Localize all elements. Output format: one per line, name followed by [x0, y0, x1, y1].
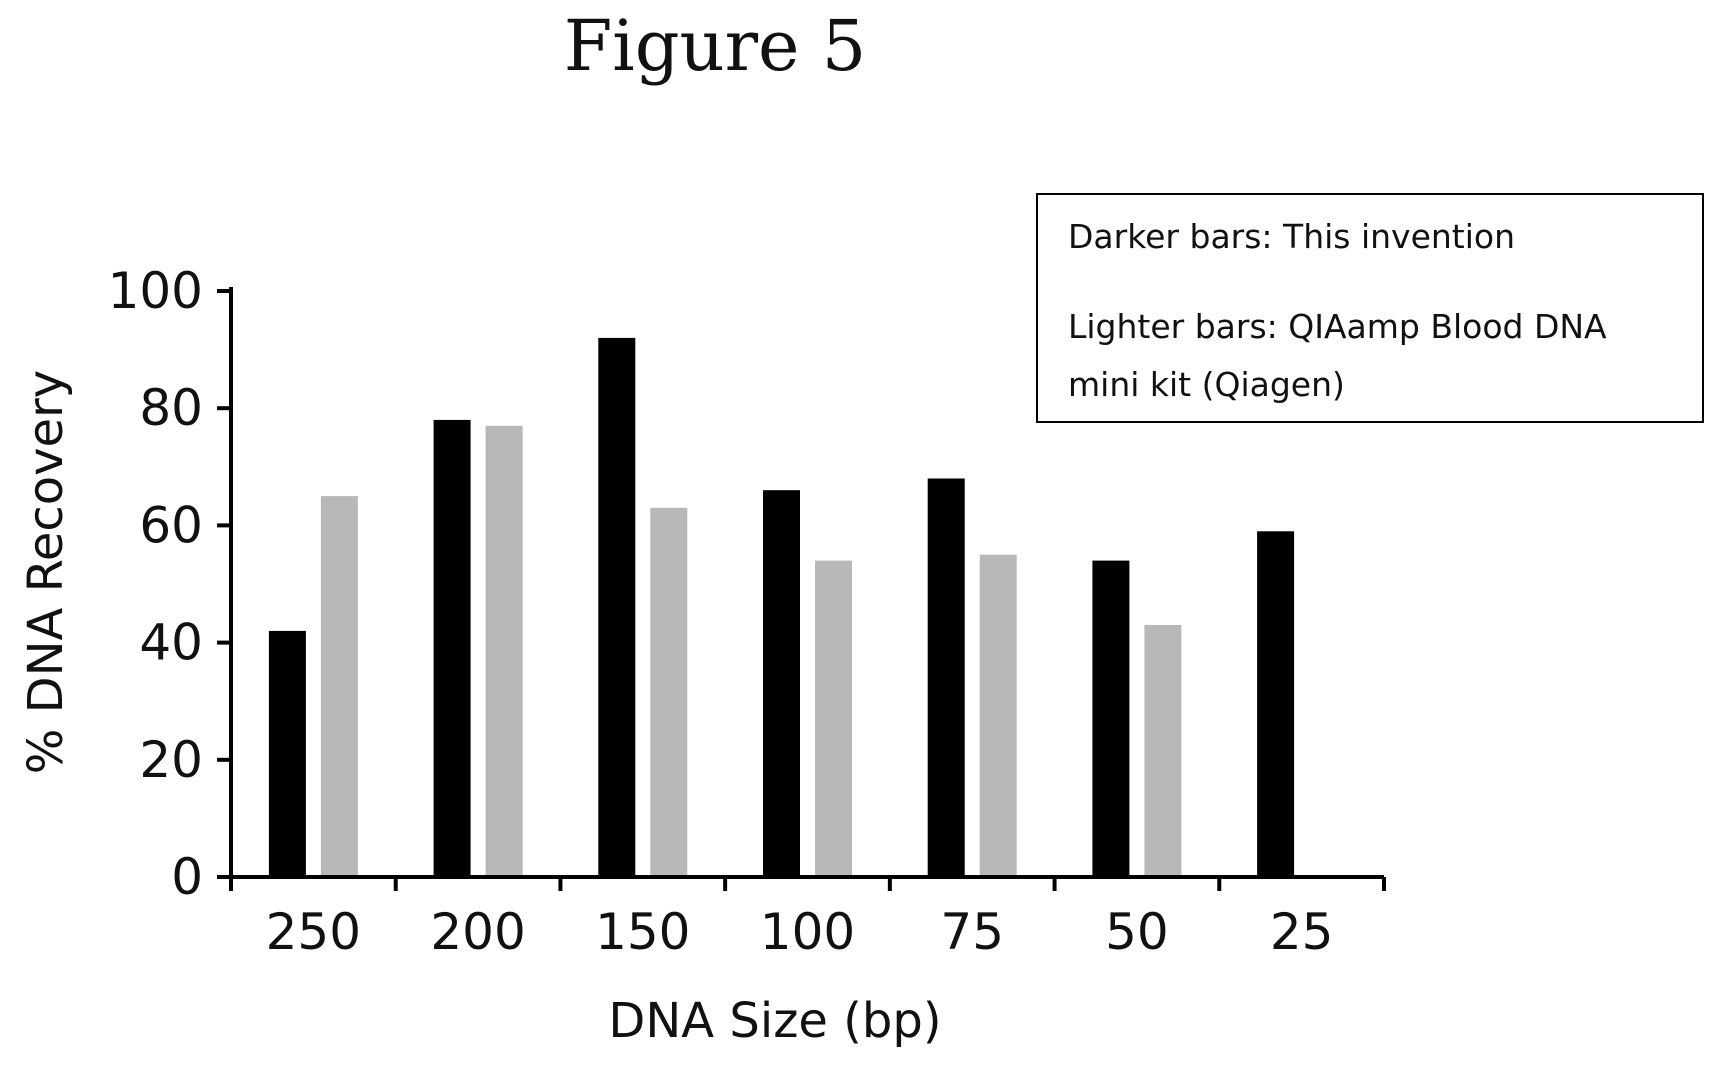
dark-bar-200: [433, 419, 471, 877]
y-tick-label-100: 100: [108, 262, 203, 320]
light-bar-50: [1144, 625, 1182, 877]
legend-border: [1036, 193, 1704, 423]
x-tick-label-100: 100: [760, 903, 855, 961]
dark-bar-250: [268, 630, 306, 877]
y-tick-label-40: 40: [139, 614, 203, 672]
x-tick-label-250: 250: [266, 903, 361, 961]
y-tick-label-80: 80: [139, 379, 203, 437]
tick-labels-layer: 0 20 40 60 80 100 250 200 150 100 75 50 25: [108, 262, 1334, 961]
axes-layer: [217, 287, 1386, 891]
figure-title: Figure 5: [564, 5, 867, 87]
bars-layer: [268, 337, 1295, 877]
light-bar-75: [979, 554, 1017, 877]
x-axis-label: DNA Size (bp): [608, 993, 941, 1049]
y-tick-label-60: 60: [139, 496, 203, 554]
x-tick-label-50: 50: [1105, 903, 1169, 961]
light-bar-150: [650, 507, 688, 877]
dark-bar-50: [1092, 560, 1130, 877]
light-bar-200: [485, 425, 523, 877]
light-bar-100: [815, 560, 852, 877]
x-tick-label-25: 25: [1270, 903, 1334, 961]
dark-bar-150: [598, 337, 636, 877]
legend-box: Darker bars: This invention Lighter bars…: [1036, 193, 1704, 423]
dark-bar-75: [927, 478, 965, 877]
legend-line-qiagen-kit: mini kit (Qiagen): [1068, 365, 1345, 404]
dark-bar-100: [763, 490, 800, 877]
y-tick-label-20: 20: [139, 731, 203, 789]
y-tick-label-0: 0: [171, 848, 203, 906]
y-axis-label: % DNA Recovery: [18, 370, 74, 774]
dark-bar-25: [1257, 531, 1295, 877]
legend-line-qiaamp: Lighter bars: QIAamp Blood DNA: [1068, 307, 1607, 346]
light-bar-250: [320, 496, 358, 877]
legend-line-this-invention: Darker bars: This invention: [1068, 217, 1515, 256]
x-tick-label-75: 75: [940, 903, 1004, 961]
x-tick-label-200: 200: [430, 903, 525, 961]
x-tick-label-150: 150: [595, 903, 690, 961]
